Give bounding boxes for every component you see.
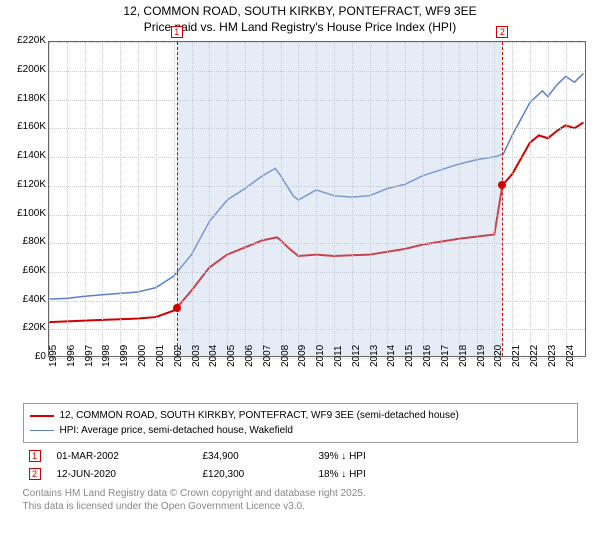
chart-title-block: 12, COMMON ROAD, SOUTH KIRKBY, PONTEFRAC… bbox=[0, 0, 600, 37]
title-line2: Price paid vs. HM Land Registry's House … bbox=[0, 20, 600, 36]
sales-row: 2 12-JUN-2020 £120,300 18% ↓ HPI bbox=[23, 465, 578, 483]
sales-price: £34,900 bbox=[203, 451, 303, 462]
chart-area: £0 £20K £40K £60K £80K £100K £120K £140K £160K £1… bbox=[10, 37, 590, 397]
footer-line2: This data is licensed under the Open Gov… bbox=[23, 500, 578, 513]
y-tick-label: £140K bbox=[10, 150, 46, 161]
sale-marker bbox=[173, 304, 181, 312]
sales-row: 1 01-MAR-2002 £34,900 39% ↓ HPI bbox=[23, 447, 578, 465]
y-tick-label: £220K bbox=[10, 35, 46, 46]
footer-attribution: Contains HM Land Registry data © Crown c… bbox=[23, 487, 578, 513]
gridline-v bbox=[120, 42, 121, 356]
gridline-v bbox=[85, 42, 86, 356]
sale-marker bbox=[498, 181, 506, 189]
y-tick-label: £160K bbox=[10, 121, 46, 132]
gridline-v bbox=[67, 42, 68, 356]
legend-label: 12, COMMON ROAD, SOUTH KIRKBY, PONTEFRAC… bbox=[60, 408, 459, 423]
sales-date: 12-JUN-2020 bbox=[57, 469, 187, 480]
footer-line1: Contains HM Land Registry data © Crown c… bbox=[23, 487, 578, 500]
sales-row-marker: 1 bbox=[29, 450, 41, 462]
sales-diff: 39% ↓ HPI bbox=[319, 451, 419, 462]
sales-date: 01-MAR-2002 bbox=[57, 451, 187, 462]
y-tick-label: £180K bbox=[10, 93, 46, 104]
y-tick-label: £40K bbox=[10, 294, 46, 305]
legend-label: HPI: Average price, semi-detached house,… bbox=[60, 423, 293, 438]
reference-marker: 1 bbox=[171, 26, 183, 38]
y-tick-label: £0 bbox=[10, 351, 46, 362]
sales-row-marker: 2 bbox=[29, 468, 41, 480]
gridline-v bbox=[548, 42, 549, 356]
title-line1: 12, COMMON ROAD, SOUTH KIRKBY, PONTEFRAC… bbox=[0, 4, 600, 20]
reference-marker: 2 bbox=[496, 26, 508, 38]
gridline-v bbox=[530, 42, 531, 356]
shaded-band bbox=[177, 42, 503, 356]
gridline-v bbox=[49, 42, 50, 356]
gridline-v bbox=[102, 42, 103, 356]
gridline-v bbox=[138, 42, 139, 356]
sales-table: 1 01-MAR-2002 £34,900 39% ↓ HPI 2 12-JUN-2020… bbox=[23, 447, 578, 483]
sales-price: £120,300 bbox=[203, 469, 303, 480]
legend-item: HPI: Average price, semi-detached house,… bbox=[30, 423, 571, 438]
gridline-v bbox=[512, 42, 513, 356]
y-tick-label: £120K bbox=[10, 179, 46, 190]
legend-swatch bbox=[30, 430, 54, 431]
y-tick-label: £100K bbox=[10, 208, 46, 219]
legend-swatch bbox=[30, 415, 54, 417]
y-tick-label: £80K bbox=[10, 236, 46, 247]
plot-region: 12 bbox=[48, 41, 586, 357]
gridline-v bbox=[156, 42, 157, 356]
x-tick-label: 2024 bbox=[565, 345, 595, 367]
y-tick-label: £200K bbox=[10, 64, 46, 75]
y-tick-label: £20K bbox=[10, 322, 46, 333]
y-tick-label: £60K bbox=[10, 265, 46, 276]
reference-line bbox=[502, 42, 503, 356]
legend-item: 12, COMMON ROAD, SOUTH KIRKBY, PONTEFRAC… bbox=[30, 408, 571, 423]
gridline-v bbox=[566, 42, 567, 356]
legend: 12, COMMON ROAD, SOUTH KIRKBY, PONTEFRAC… bbox=[23, 403, 578, 443]
sales-diff: 18% ↓ HPI bbox=[319, 469, 419, 480]
